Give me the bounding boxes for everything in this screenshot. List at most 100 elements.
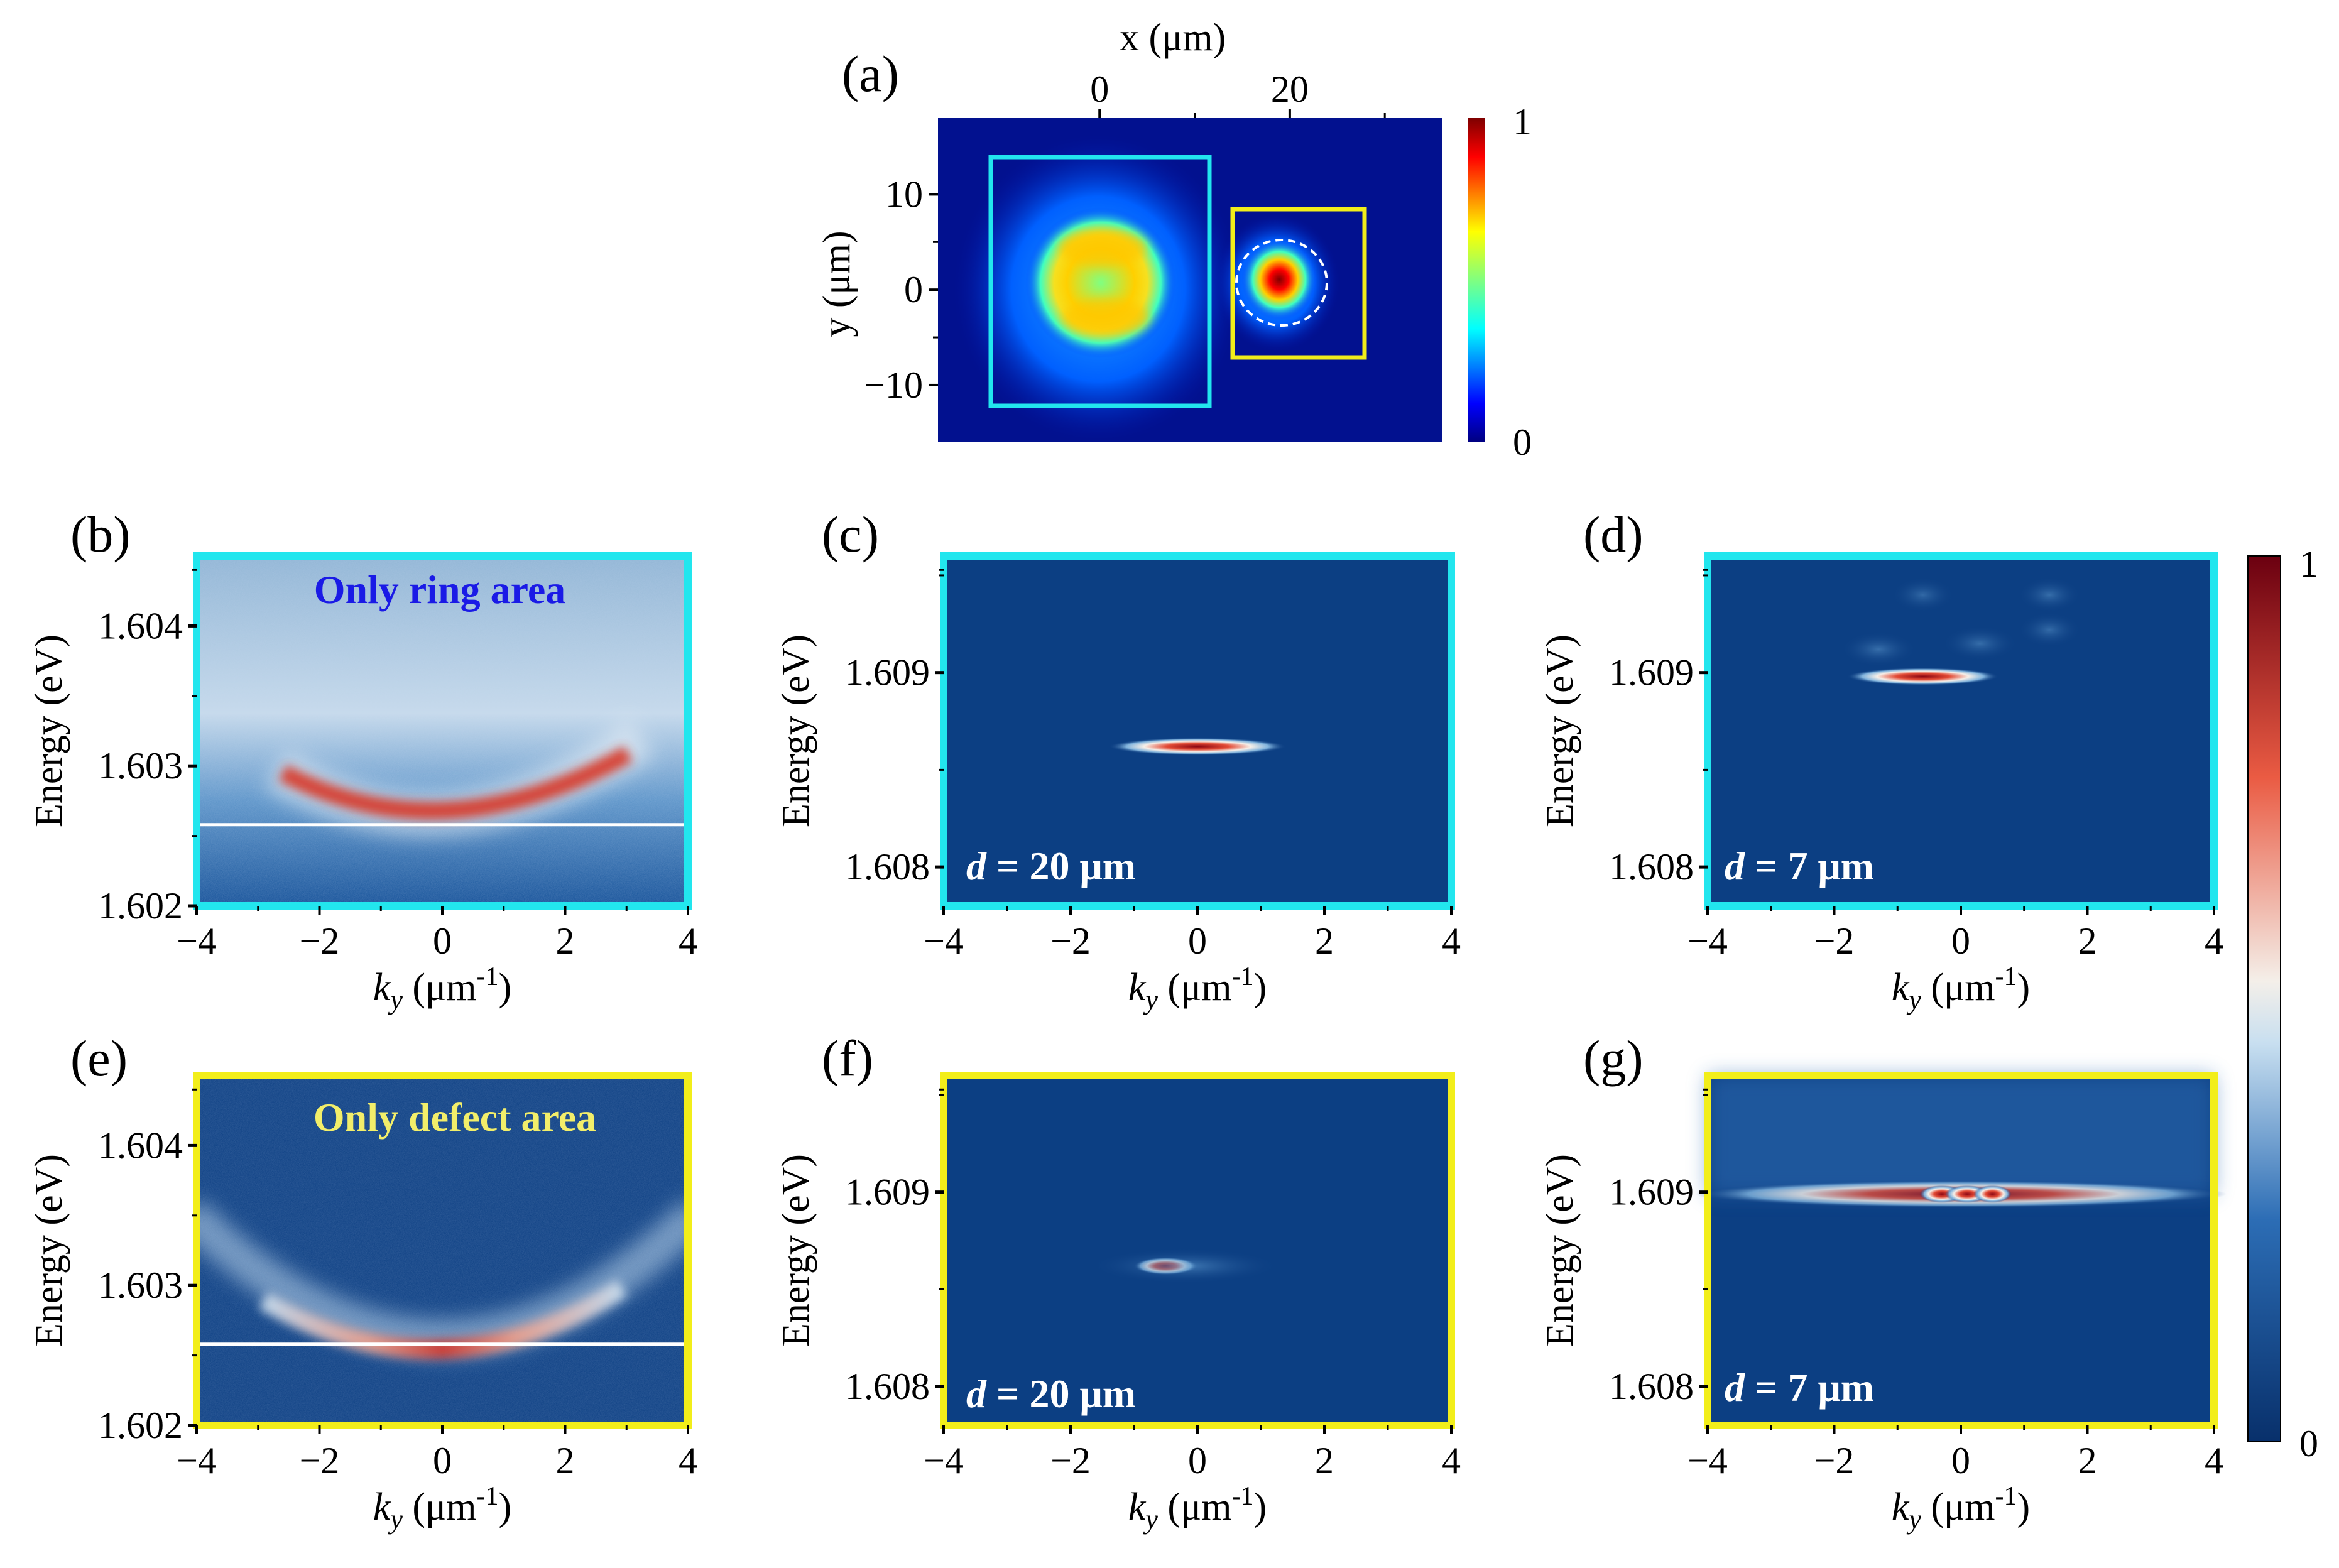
panel-label-b: (b) <box>70 506 131 563</box>
x-tick-label-e: −4 <box>177 1440 217 1481</box>
panel-label-c: (c) <box>822 506 879 563</box>
x-label-main-b: k <box>373 966 391 1009</box>
panel-label-e: (e) <box>70 1030 128 1087</box>
emission-mark-d <box>1840 631 1917 667</box>
x-label-sub-d: y <box>1906 984 1921 1015</box>
panel-label-g: (g) <box>1583 1030 1644 1087</box>
emission-d <box>1840 577 2081 685</box>
x-tick-label-d: 4 <box>2205 920 2223 962</box>
x-tick-label-g: 4 <box>2205 1440 2223 1481</box>
panel-c: (c) d = 20 μm −4 −2 0 2 4 1.608 1.609 Energy (e… <box>775 506 1461 1015</box>
defect-emission <box>1241 239 1317 320</box>
axes-g: −4 −2 0 2 4 1.608 1.609 Energy (eV) ky (μm-1) <box>1539 1088 2223 1535</box>
panel-label-d: (d) <box>1583 506 1644 563</box>
annotation-f-text: = 20 μm <box>986 1371 1136 1416</box>
x-tick-label-e: −2 <box>300 1440 340 1481</box>
y-tick-label-b: 1.603 <box>98 745 183 787</box>
emission-mark-d <box>1941 626 2018 662</box>
x-tick-label-b: 4 <box>679 920 697 962</box>
x-tick-label-e: 4 <box>679 1440 697 1481</box>
x-label-main-f: k <box>1128 1486 1147 1528</box>
x-label-close-f: ) <box>1254 1486 1267 1528</box>
x-tick-label-d: 0 <box>1951 920 1970 962</box>
x-label-main-c: k <box>1128 966 1147 1009</box>
y-axis-label-g: Energy (eV) <box>1539 1154 1581 1347</box>
axes-a: 0 20 10 0 −10 <box>864 68 1386 406</box>
x-tick-label-f: −4 <box>924 1440 964 1481</box>
axes-b: −4 −2 0 2 4 1.602 1.603 1.604 Energy (eV) ky (μm-… <box>28 569 697 1015</box>
emission-mark-d <box>1846 667 1999 685</box>
dispersion-band-e-glow <box>197 1199 688 1357</box>
colorbar-main-max-label: 1 <box>2299 543 2318 585</box>
axes-c: −4 −2 0 2 4 1.608 1.609 Energy (eV) ky (μm-1) <box>775 569 1461 1015</box>
panel-label-f: (f) <box>822 1030 873 1087</box>
y-tick-label-e: 1.604 <box>98 1124 183 1166</box>
x-tick-label-c: −2 <box>1050 920 1091 962</box>
x-label-unit-d: (μm <box>1921 966 1995 1009</box>
emission-f <box>1089 1248 1280 1284</box>
emission-mark-d <box>2017 577 2081 612</box>
y-tick-label-f: 1.608 <box>845 1366 930 1407</box>
x-label-unit-g: (μm <box>1921 1486 1995 1528</box>
x-label-sup-g: -1 <box>1995 1482 2017 1511</box>
annotation-g: d = 7 μm <box>1725 1365 1874 1410</box>
x-label-sup-d: -1 <box>1995 962 2017 991</box>
x-tick-label-a: 20 <box>1271 68 1309 110</box>
colorbar-main-min-label: 0 <box>2299 1423 2318 1464</box>
x-tick-label-g: −2 <box>1814 1440 1855 1481</box>
x-label-unit-e: (μm <box>403 1486 477 1528</box>
annotation-e: Only defect area <box>314 1095 596 1140</box>
heatmap-background-d <box>1708 556 2214 906</box>
y-tick-label-a: −10 <box>864 364 923 406</box>
y-tick-label-g: 1.608 <box>1609 1366 1694 1407</box>
y-tick-label-g: 1.609 <box>1609 1172 1694 1213</box>
y-tick-label-b: 1.604 <box>98 605 183 646</box>
x-axis-label-f: ky (μm-1) <box>1128 1482 1267 1535</box>
y-axis-label-e: Energy (eV) <box>28 1154 70 1347</box>
x-tick-label-c: −4 <box>924 920 964 962</box>
x-axis-label-a: x (μm) <box>1120 16 1226 59</box>
x-label-sub-b: y <box>388 984 403 1015</box>
defect-dashed-circle <box>1235 239 1328 327</box>
axes-e: −4 −2 0 2 4 1.602 1.603 1.604 Energy (eV) ky (μm-… <box>28 1088 697 1535</box>
x-label-main-e: k <box>373 1486 391 1528</box>
x-tick-label-b: −2 <box>300 920 340 962</box>
heatmap-background-c <box>944 556 1451 906</box>
y-tick-label-f: 1.609 <box>845 1172 930 1213</box>
emission-mark-c <box>1108 738 1287 756</box>
ring-lobe-top <box>1059 229 1147 267</box>
y-axis-label-c: Energy (eV) <box>775 634 817 827</box>
annotation-c: d = 20 μm <box>966 844 1136 888</box>
colorbar-a-max-label: 1 <box>1513 101 1532 143</box>
emission-g <box>1694 1180 2227 1208</box>
y-tick-label-a: 10 <box>885 173 923 215</box>
colorbar-a <box>1468 118 1485 442</box>
annotation-b: Only ring area <box>314 567 566 612</box>
x-axis-label-b: ky (μm-1) <box>373 962 511 1015</box>
ring-area-box <box>988 155 1212 408</box>
emission-c <box>1108 738 1287 756</box>
emission-mark-g <box>1973 1185 2012 1203</box>
x-label-close-d: ) <box>2017 966 2031 1009</box>
x-tick-label-b: −4 <box>177 920 217 962</box>
x-tick-label-b: 0 <box>433 920 452 962</box>
y-axis-label-a: y (μm) <box>815 231 858 337</box>
x-axis-label-d: ky (μm-1) <box>1892 962 2030 1015</box>
panel-g: (g) d = 7 μm −4 −2 0 2 4 1.608 1.609 Energy (eV… <box>1539 1030 2227 1535</box>
emission-mark-f <box>1089 1248 1280 1284</box>
x-tick-label-g: −4 <box>1687 1440 1728 1481</box>
x-axis-label-c: ky (μm-1) <box>1128 962 1267 1015</box>
y-axis-label-d: Energy (eV) <box>1539 634 1581 827</box>
x-tick-label-c: 4 <box>1442 920 1461 962</box>
dispersion-band-e <box>259 1280 628 1359</box>
annotation-f-var: d <box>966 1371 987 1416</box>
x-tick-label-a: 0 <box>1090 68 1109 110</box>
panel-a: (a) x (μm) y (μm) 0 20 10 0 −10 1 0 <box>815 16 1532 463</box>
annotation-c-var: d <box>966 844 987 888</box>
x-tick-label-d: −2 <box>1814 920 1855 962</box>
colorbar-a-min-label: 0 <box>1513 422 1532 463</box>
ring-lobe-bottom <box>1062 298 1150 336</box>
annotation-f: d = 20 μm <box>966 1371 1136 1416</box>
x-label-main-g: k <box>1892 1486 1910 1528</box>
panel-d: (d) d = 7 μm −4 −2 0 2 4 1.608 1.609 Energy (eV… <box>1539 506 2223 1015</box>
